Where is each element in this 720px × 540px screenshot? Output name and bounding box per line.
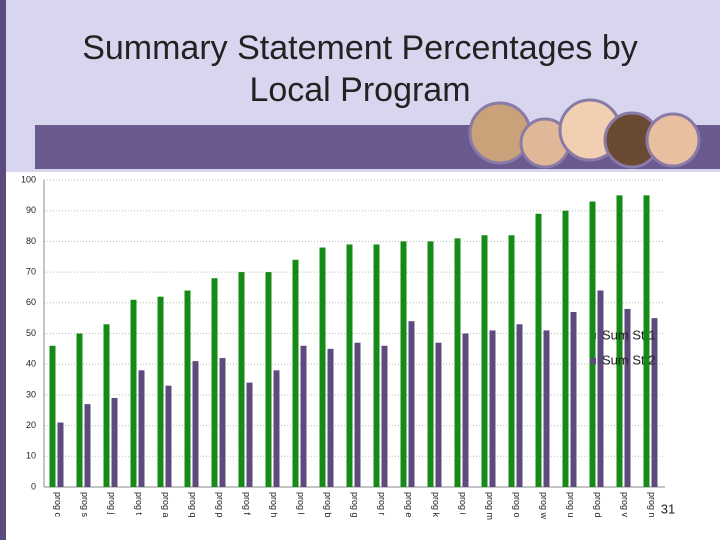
x-tick-label: prog p <box>215 492 225 518</box>
bar <box>76 333 83 487</box>
bar <box>327 348 334 487</box>
bar <box>111 397 118 487</box>
bar <box>643 195 650 487</box>
bar <box>543 330 550 487</box>
y-tick-label: 70 <box>26 266 36 276</box>
x-tick-label: prog t <box>134 492 144 516</box>
x-tick-label: prog i <box>458 492 468 515</box>
bar <box>616 195 623 487</box>
x-tick-label: prog l <box>296 492 306 515</box>
y-tick-label: 40 <box>26 359 36 369</box>
page-number: 31 <box>661 501 675 516</box>
photo <box>645 112 701 168</box>
bar <box>130 299 137 487</box>
bar <box>570 312 577 487</box>
bar <box>273 370 280 487</box>
bar <box>562 210 569 487</box>
bar <box>165 385 172 487</box>
bar <box>238 272 245 487</box>
legend-label: Sum St 2 <box>602 352 655 367</box>
x-tick-label: prog m <box>485 492 495 520</box>
bar <box>57 422 64 487</box>
y-tick-label: 60 <box>26 297 36 307</box>
bar <box>84 404 91 487</box>
bar <box>408 321 415 487</box>
bar <box>184 290 191 487</box>
x-tick-label: prog w <box>539 492 549 520</box>
y-tick-label: 50 <box>26 328 36 338</box>
bar <box>400 241 407 487</box>
y-tick-label: 10 <box>26 451 36 461</box>
bar <box>157 296 164 487</box>
bar <box>489 330 496 487</box>
x-tick-label: prog r <box>377 492 387 516</box>
x-tick-label: prog q <box>188 492 198 518</box>
bar <box>300 345 307 487</box>
bar <box>292 259 299 487</box>
bar <box>49 345 56 487</box>
x-tick-label: prog u <box>566 492 576 518</box>
bar <box>246 382 253 487</box>
x-tick-label: prog d <box>593 492 603 518</box>
bar <box>103 324 110 487</box>
legend-swatch <box>590 333 596 339</box>
x-tick-label: prog n <box>647 492 657 518</box>
x-tick-label: prog s <box>80 492 90 518</box>
x-tick-label: prog h <box>269 492 279 518</box>
bar <box>481 235 488 487</box>
photo <box>468 101 532 165</box>
x-tick-label: prog g <box>350 492 360 518</box>
bar <box>624 308 631 487</box>
y-tick-label: 90 <box>26 205 36 215</box>
x-tick-label: prog e <box>404 492 414 518</box>
y-tick-label: 30 <box>26 389 36 399</box>
bar <box>138 370 145 487</box>
bar <box>597 290 604 487</box>
x-tick-label: prog c <box>53 492 63 518</box>
x-tick-label: prog v <box>620 492 630 518</box>
bar <box>373 244 380 487</box>
legend-swatch <box>590 358 596 364</box>
bar <box>462 333 469 487</box>
bar <box>651 318 658 487</box>
x-tick-label: prog k <box>431 492 441 518</box>
bar <box>192 361 199 487</box>
y-tick-label: 100 <box>21 174 36 184</box>
y-tick-label: 80 <box>26 236 36 246</box>
x-tick-label: prog j <box>107 492 117 515</box>
x-tick-label: prog f <box>242 492 252 516</box>
chart-title: Summary Statement Percentages by Local Pr… <box>82 29 638 109</box>
y-tick-label: 0 <box>31 481 36 491</box>
x-tick-label: prog o <box>512 492 522 518</box>
bar <box>516 324 523 487</box>
x-tick-label: prog a <box>161 492 171 518</box>
photos <box>468 98 701 169</box>
bar <box>354 342 361 487</box>
left-border <box>0 0 6 540</box>
bar <box>211 278 218 487</box>
bar <box>535 213 542 487</box>
bar <box>346 244 353 487</box>
legend-label: Sum St 1 <box>602 327 655 342</box>
bar <box>219 358 226 487</box>
bar <box>265 272 272 487</box>
bar <box>427 241 434 487</box>
bar <box>381 345 388 487</box>
bar <box>508 235 515 487</box>
y-tick-label: 20 <box>26 420 36 430</box>
bar <box>319 247 326 487</box>
bar <box>454 238 461 487</box>
bar <box>589 201 596 488</box>
x-tick-label: prog b <box>323 492 333 518</box>
bar <box>435 342 442 487</box>
